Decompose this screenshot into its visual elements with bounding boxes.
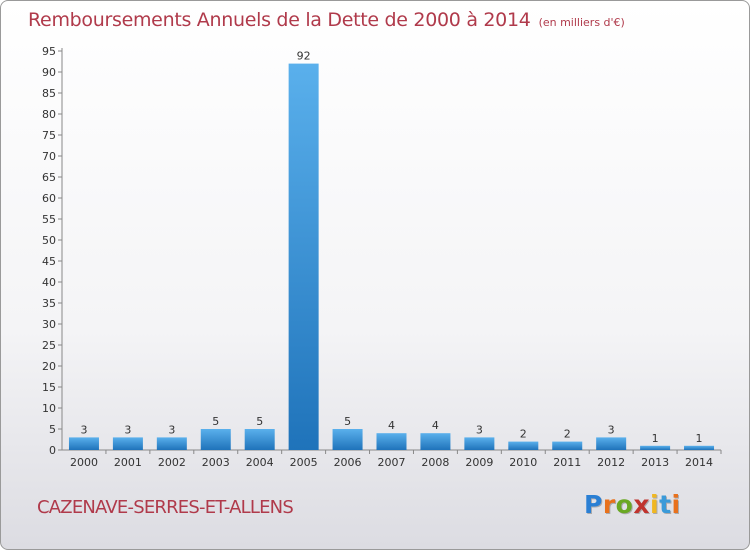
x-tick-label: 2013 <box>641 456 669 469</box>
bar-2007 <box>376 433 407 450</box>
logo-letter: o <box>615 490 634 519</box>
bar-2011 <box>552 441 583 450</box>
y-tick-label: 85 <box>42 87 56 100</box>
x-tick-label: 2004 <box>246 456 274 469</box>
x-tick-label: 2001 <box>114 456 142 469</box>
bar-2000 <box>68 437 99 450</box>
bar-value-label: 2 <box>520 428 527 441</box>
y-tick-label: 30 <box>42 318 56 331</box>
bar-value-label: 92 <box>297 50 311 63</box>
y-tick-label: 75 <box>42 129 56 142</box>
logo-letter: x <box>633 490 650 519</box>
y-tick-label: 45 <box>42 255 56 268</box>
y-tick-label: 65 <box>42 171 56 184</box>
bar-value-label: 2 <box>564 428 571 441</box>
y-tick-label: 50 <box>42 234 56 247</box>
bar-2004 <box>244 429 275 450</box>
bar-value-label: 3 <box>124 423 131 436</box>
bar-value-label: 5 <box>256 415 263 428</box>
bar-2001 <box>112 437 143 450</box>
x-tick-label: 2014 <box>685 456 713 469</box>
bar-value-label: 4 <box>432 419 439 432</box>
bar-2005 <box>288 63 319 450</box>
x-tick-label: 2011 <box>553 456 581 469</box>
bar-2006 <box>332 429 363 450</box>
bar-2014 <box>684 445 715 450</box>
bar-value-label: 3 <box>476 423 483 436</box>
y-tick-label: 70 <box>42 150 56 163</box>
logo-letter: i <box>650 490 660 519</box>
y-tick-label: 35 <box>42 297 56 310</box>
bar-2002 <box>156 437 187 450</box>
y-tick-label: 10 <box>42 402 56 415</box>
logo-letter: t <box>659 490 672 519</box>
x-tick-label: 2006 <box>334 456 362 469</box>
x-tick-label: 2010 <box>509 456 537 469</box>
x-tick-label: 2007 <box>378 456 406 469</box>
bar-2008 <box>420 433 451 450</box>
bar-value-label: 1 <box>696 432 703 445</box>
x-tick-label: 2005 <box>290 456 318 469</box>
bar-2013 <box>640 445 671 450</box>
y-tick-label: 0 <box>49 444 56 457</box>
y-tick-label: 40 <box>42 276 56 289</box>
bar-value-label: 5 <box>212 415 219 428</box>
bar-value-label: 3 <box>80 423 87 436</box>
unit-label: (en milliers d'€) <box>538 16 625 29</box>
bar-value-label: 1 <box>652 432 659 445</box>
commune-name: CAZENAVE-SERRES-ET-ALLENS <box>37 497 294 518</box>
x-tick-label: 2012 <box>597 456 625 469</box>
y-tick-label: 20 <box>42 360 56 373</box>
title-text: Remboursements Annuels de la Dette de 20… <box>28 9 531 31</box>
logo-letter: i <box>671 490 681 519</box>
y-tick-label: 95 <box>42 45 56 58</box>
bar-value-label: 5 <box>344 415 351 428</box>
y-tick-label: 15 <box>42 381 56 394</box>
x-tick-label: 2003 <box>202 456 230 469</box>
y-tick-label: 60 <box>42 192 56 205</box>
x-tick-label: 2009 <box>465 456 493 469</box>
chart-title: Remboursements Annuels de la Dette de 20… <box>28 9 625 31</box>
bar-value-label: 3 <box>168 423 175 436</box>
bar-2003 <box>200 429 231 450</box>
y-tick-label: 90 <box>42 66 56 79</box>
bar-value-label: 4 <box>388 419 395 432</box>
x-tick-label: 2008 <box>421 456 449 469</box>
x-tick-label: 2002 <box>158 456 186 469</box>
y-tick-label: 80 <box>42 108 56 121</box>
bar-2010 <box>508 441 539 450</box>
y-tick-label: 55 <box>42 213 56 226</box>
x-tick-label: 2000 <box>70 456 98 469</box>
bar-2012 <box>596 437 627 450</box>
bar-2009 <box>464 437 495 450</box>
logo-letter: P <box>584 490 603 519</box>
y-tick-label: 25 <box>42 339 56 352</box>
bar-value-label: 3 <box>608 423 615 436</box>
y-tick-label: 5 <box>49 423 56 436</box>
proxiti-logo: Proxiti <box>584 490 681 519</box>
logo-letter: r <box>602 490 616 519</box>
